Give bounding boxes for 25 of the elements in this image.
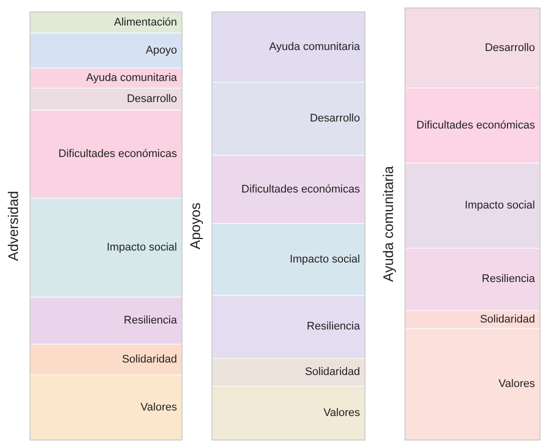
series-label: Resiliencia [306,320,361,333]
series-label: Dificultades económicas [58,148,178,160]
series-label: Desarrollo [484,42,535,54]
series-label: Ayuda comunitaria [269,41,361,53]
series-label: Valores [498,378,536,390]
series-label: Desarrollo [126,93,177,106]
series-label: Desarrollo [310,112,360,125]
series-label: Ayuda comunitaria [86,72,178,84]
series-label: Apoyo [146,44,177,56]
series-label: Resiliencia [482,273,536,286]
series-label: Valores [140,401,178,414]
y-axis-title: Adversidad [5,190,21,262]
y-axis-title: Apoyos [187,202,203,250]
series-label: Alimentación [114,16,177,28]
series-label: Impacto social [106,242,177,254]
series-label: Valores [324,406,360,419]
series-label: Solidaridad [304,366,360,378]
series-label: Dificultades económicas [241,183,360,196]
series-label: Dificultades económicas [416,119,536,132]
series-label: Solidaridad [480,313,535,326]
y-axis-title: Ayuda comunitaria [380,166,396,282]
series-label: Impacto social [290,253,360,266]
series-label: Resiliencia [124,314,178,326]
series-label: Solidaridad [122,353,177,366]
series-label: Impacto social [464,200,535,212]
